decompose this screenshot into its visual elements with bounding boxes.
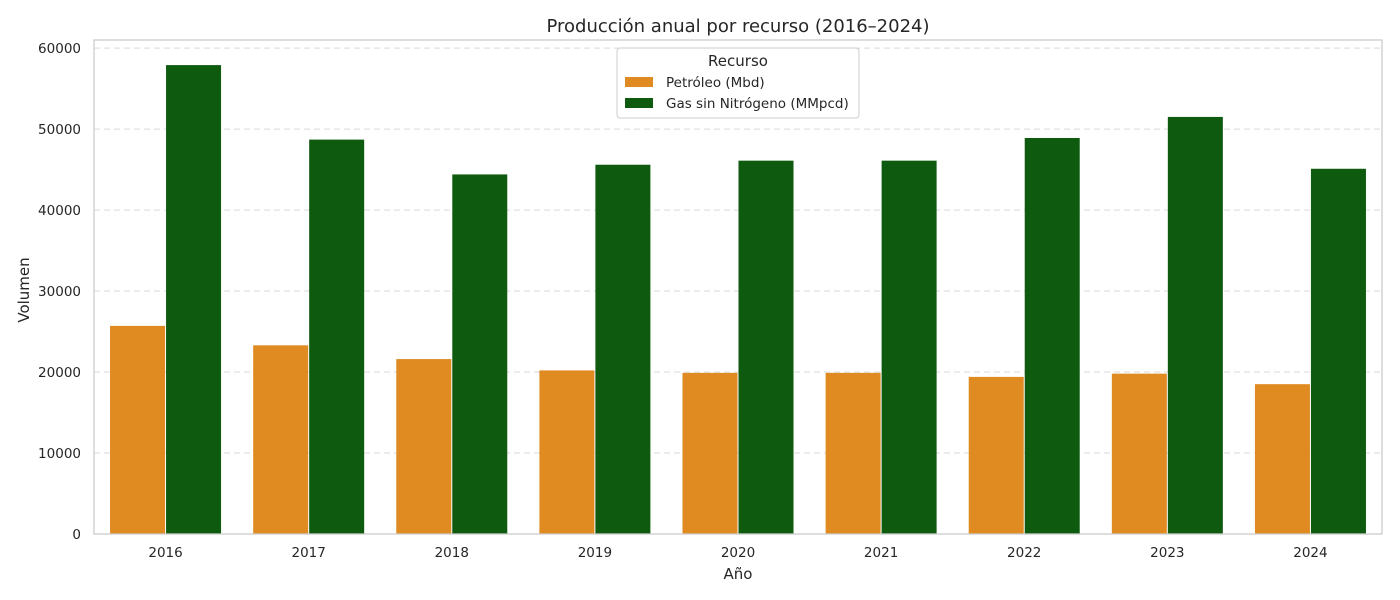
legend-label: Petróleo (Mbd) [666, 75, 765, 91]
bar-gas-2016 [166, 65, 222, 534]
y-tick-label: 50000 [38, 122, 81, 138]
x-tick-label: 2018 [435, 545, 469, 561]
legend-swatch [625, 77, 653, 87]
legend-label: Gas sin Nitrógeno (MMpcd) [666, 96, 849, 112]
bars [110, 65, 1366, 535]
x-tick-label: 2020 [721, 545, 755, 561]
bar-petroleo-2023 [1111, 373, 1167, 534]
bar-gas-2022 [1024, 137, 1080, 534]
plot-frame [93, 39, 1383, 535]
x-tick-label: 2021 [864, 545, 898, 561]
bar-petroleo-2019 [539, 370, 595, 534]
y-axis-label: Volumen [15, 257, 33, 322]
bar-petroleo-2022 [968, 376, 1024, 534]
y-tick-label: 60000 [38, 41, 81, 57]
bar-petroleo-2016 [110, 325, 166, 534]
legend-items: Petróleo (Mbd) Gas sin Nitrógeno (MMpcd) [625, 75, 849, 112]
x-tick-label: 2022 [1007, 545, 1041, 561]
y-tick-label: 40000 [38, 203, 81, 219]
bar-petroleo-2021 [825, 372, 881, 534]
bar-petroleo-2020 [682, 372, 738, 534]
y-tick-label: 30000 [38, 284, 81, 300]
y-tick-label: 20000 [38, 365, 81, 381]
x-tick-label: 2024 [1293, 545, 1327, 561]
legend-title: Recurso [708, 52, 768, 70]
bar-petroleo-2017 [253, 345, 309, 534]
bar-gas-2019 [595, 164, 651, 534]
bar-gas-2024 [1310, 168, 1366, 535]
bar-gas-2017 [309, 139, 365, 534]
x-tick-label: 2017 [291, 545, 325, 561]
bar-gas-2018 [452, 174, 508, 534]
x-tick-label: 2023 [1150, 545, 1184, 561]
x-axis-label: Año [724, 565, 753, 583]
legend-swatch [625, 98, 653, 108]
bar-gas-2023 [1167, 116, 1223, 535]
chart-title: Producción anual por recurso (2016–2024) [546, 16, 929, 37]
x-tick-label: 2019 [578, 545, 612, 561]
y-tick-label: 10000 [38, 446, 81, 462]
bar-petroleo-2018 [396, 359, 452, 534]
y-axis-ticks: 0 10000 20000 30000 40000 50000 60000 [38, 41, 81, 543]
legend: Recurso Petróleo (Mbd) Gas sin Nitrógeno … [616, 47, 860, 119]
bar-gas-2020 [738, 160, 794, 534]
legend-box [616, 47, 860, 119]
x-axis-ticks: 2016 2017 2018 2019 2020 2021 2022 2023 2024 [148, 545, 1327, 561]
x-tick-label: 2016 [148, 545, 182, 561]
bar-petroleo-2024 [1254, 384, 1310, 534]
bar-gas-2021 [881, 160, 937, 534]
y-tick-label: 0 [72, 527, 81, 543]
